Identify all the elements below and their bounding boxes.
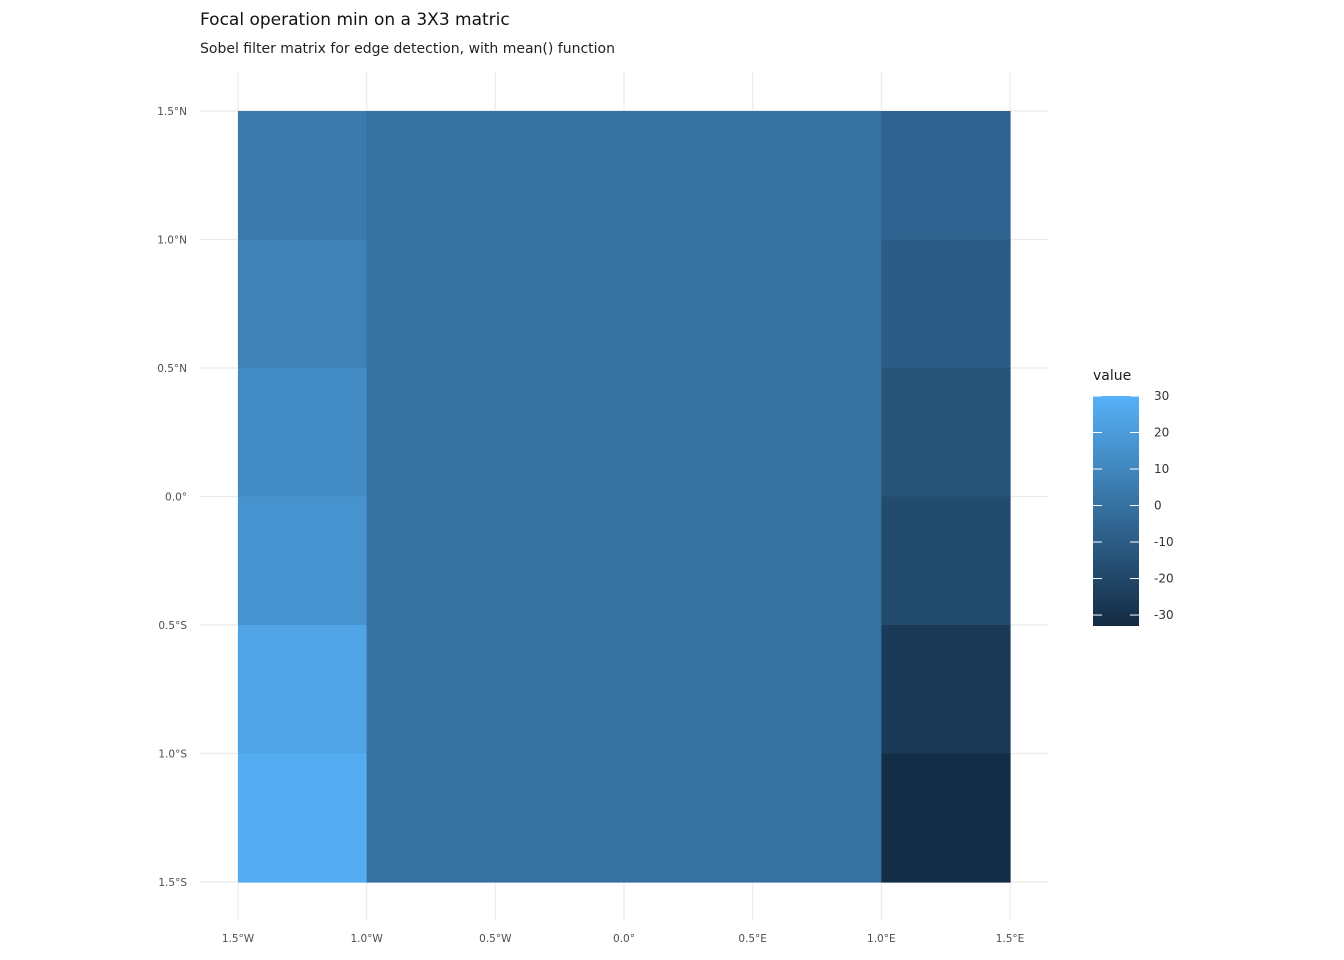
x-tick-label: 0.0° bbox=[613, 933, 635, 945]
heatmap-cell-r0-c0 bbox=[238, 111, 368, 241]
heatmap-cell-r3-c1 bbox=[366, 496, 882, 626]
legend: value 30 20 10 0 -10 -20 -30 bbox=[1093, 368, 1174, 626]
chart-title: Focal operation min on a 3X3 matric bbox=[200, 10, 510, 30]
y-tick-label: 1.0°N bbox=[157, 235, 187, 247]
x-tick-label: 1.0°E bbox=[867, 933, 896, 945]
legend-label: -30 bbox=[1154, 608, 1174, 622]
heatmap-cell-r0-c1 bbox=[366, 111, 882, 241]
heatmap-cell-r3-c2 bbox=[881, 496, 1011, 626]
heatmap-cell-r5-c2 bbox=[881, 753, 1011, 883]
heatmap-cell-r3-c0 bbox=[238, 496, 368, 626]
heatmap-cell-r5-c1 bbox=[366, 753, 882, 883]
heatmap-cell-r1-c2 bbox=[881, 239, 1011, 369]
heatmap-cell-r1-c0 bbox=[238, 239, 368, 369]
legend-label: 0 bbox=[1154, 499, 1162, 513]
y-tick-label: 1.5°S bbox=[158, 877, 187, 889]
y-axis: 1.5°N 1.0°N 0.5°N 0.0° 0.5°S 1.0°S 1.5°S bbox=[157, 106, 187, 889]
heatmap-cell-r1-c1 bbox=[366, 239, 882, 369]
legend-label: -10 bbox=[1154, 535, 1174, 549]
y-tick-label: 0.5°N bbox=[157, 363, 187, 375]
heatmap-cell-r4-c2 bbox=[881, 625, 1011, 755]
heatmap-cell-r0-c2 bbox=[881, 111, 1011, 241]
heatmap-cells bbox=[238, 111, 1011, 883]
x-tick-label: 1.0°W bbox=[350, 933, 383, 945]
x-axis: 1.5°W 1.0°W 0.5°W 0.0° 0.5°E 1.0°E 1.5°E bbox=[222, 933, 1024, 945]
legend-label: -20 bbox=[1154, 572, 1174, 586]
y-tick-label: 0.0° bbox=[165, 492, 187, 504]
y-tick-label: 1.0°S bbox=[158, 749, 187, 761]
legend-label: 30 bbox=[1154, 389, 1169, 403]
heatmap-cell-r2-c1 bbox=[366, 368, 882, 498]
x-tick-label: 0.5°W bbox=[479, 933, 512, 945]
x-tick-label: 1.5°E bbox=[996, 933, 1025, 945]
legend-title: value bbox=[1093, 368, 1131, 384]
heatmap-cell-r2-c2 bbox=[881, 368, 1011, 498]
y-tick-label: 1.5°N bbox=[157, 106, 187, 118]
heatmap-cell-r2-c0 bbox=[238, 368, 368, 498]
legend-colorbar bbox=[1093, 396, 1139, 626]
y-tick-label: 0.5°S bbox=[158, 620, 187, 632]
heatmap-cell-r5-c0 bbox=[238, 753, 368, 883]
heatmap-cell-r4-c0 bbox=[238, 625, 368, 755]
chart-subtitle: Sobel filter matrix for edge detection, … bbox=[200, 41, 615, 57]
legend-label: 10 bbox=[1154, 462, 1169, 476]
x-tick-label: 1.5°W bbox=[222, 933, 255, 945]
x-tick-label: 0.5°E bbox=[738, 933, 767, 945]
heatmap-cell-r4-c1 bbox=[366, 625, 882, 755]
legend-label: 20 bbox=[1154, 426, 1169, 440]
